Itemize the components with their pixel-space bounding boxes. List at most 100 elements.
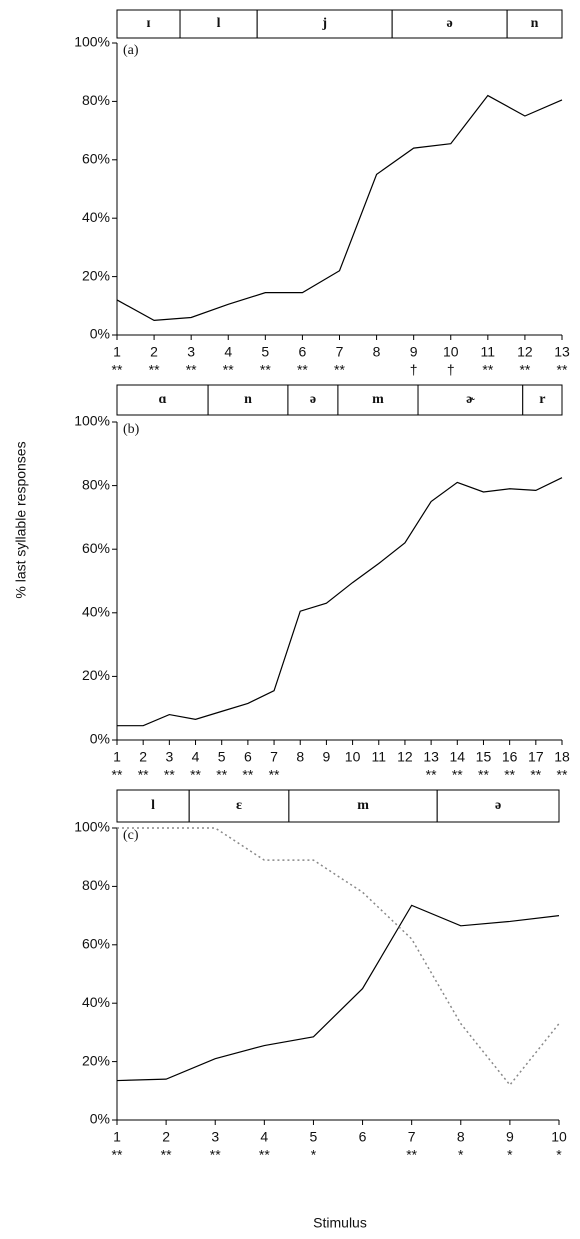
y-tick-label: 100% <box>74 413 110 429</box>
x-tick-label: 3 <box>187 344 195 360</box>
x-tick-label: 3 <box>211 1129 219 1145</box>
segment-box <box>522 384 563 416</box>
segment-box <box>116 384 209 416</box>
x-tick-label: 5 <box>310 1129 318 1145</box>
y-tick-label: 60% <box>82 936 110 952</box>
x-tick-label: 2 <box>150 344 158 360</box>
x-tick-label: 6 <box>299 344 307 360</box>
x-tick-label: 10 <box>345 749 361 765</box>
segment-label: r <box>539 392 545 407</box>
y-tick-label: 0% <box>90 731 110 747</box>
x-tick-label: 13 <box>554 344 570 360</box>
significance-mark: ** <box>260 362 271 378</box>
y-tick-label: 20% <box>82 267 110 283</box>
y-axis-label: % last syllable responses <box>13 441 29 598</box>
significance-mark: ** <box>297 362 308 378</box>
x-tick-label: 2 <box>162 1129 170 1145</box>
y-tick-label: 0% <box>90 1111 110 1127</box>
x-tick-label: 17 <box>528 749 544 765</box>
segment-box <box>417 384 524 416</box>
significance-mark: ** <box>186 362 197 378</box>
significance-mark: † <box>410 362 418 378</box>
x-axis-label: Stimulus <box>313 1215 367 1231</box>
significance-mark: ** <box>557 767 568 783</box>
x-tick-label: 8 <box>296 749 304 765</box>
x-tick-label: 4 <box>192 749 200 765</box>
y-tick-label: 40% <box>82 209 110 225</box>
y-tick-label: 80% <box>82 92 110 108</box>
segment-label: n <box>531 16 539 31</box>
y-tick-label: 60% <box>82 540 110 556</box>
x-tick-label: 8 <box>373 344 381 360</box>
x-tick-label: 10 <box>551 1129 567 1145</box>
y-tick-label: 80% <box>82 877 110 893</box>
x-tick-label: 14 <box>450 749 466 765</box>
x-tick-label: 5 <box>218 749 226 765</box>
x-tick-label: 6 <box>244 749 252 765</box>
data-line <box>117 477 563 727</box>
significance-mark: ** <box>112 1147 123 1163</box>
segment-box <box>436 789 560 823</box>
significance-mark: ** <box>482 362 493 378</box>
significance-mark: ** <box>504 767 515 783</box>
x-tick-label: 7 <box>336 344 344 360</box>
x-tick-label: 11 <box>481 344 496 360</box>
segment-label: ə <box>310 392 316 407</box>
y-tick-label: 20% <box>82 1052 110 1068</box>
significance-mark: ** <box>164 767 175 783</box>
significance-mark: ** <box>149 362 160 378</box>
significance-mark: ** <box>406 1147 417 1163</box>
y-tick-label: 0% <box>90 326 110 342</box>
segment-box <box>116 9 181 39</box>
segment-label: l <box>151 798 155 813</box>
significance-mark: ** <box>190 767 201 783</box>
segment-box <box>256 9 393 39</box>
x-tick-label: 1 <box>113 344 121 360</box>
x-tick-label: 4 <box>224 344 232 360</box>
x-tick-label: 15 <box>476 749 492 765</box>
segment-label: j <box>321 16 327 31</box>
y-tick-label: 60% <box>82 151 110 167</box>
x-tick-label: 9 <box>506 1129 514 1145</box>
x-tick-label: 9 <box>410 344 418 360</box>
segment-label: ə <box>447 16 453 31</box>
x-tick-label: 12 <box>397 749 413 765</box>
significance-mark: ** <box>210 1147 221 1163</box>
significance-mark: * <box>556 1147 562 1163</box>
y-tick-label: 80% <box>82 476 110 492</box>
significance-mark: * <box>458 1147 464 1163</box>
x-tick-label: 11 <box>371 749 386 765</box>
data-line <box>116 94 563 322</box>
panel-label: (c) <box>123 828 139 843</box>
x-tick-label: 3 <box>165 749 173 765</box>
y-tick-label: 100% <box>74 34 110 50</box>
x-tick-label: 7 <box>270 749 278 765</box>
x-tick-label: 7 <box>408 1129 416 1145</box>
x-tick-label: 1 <box>113 749 121 765</box>
segment-label: ɛ <box>236 798 242 813</box>
significance-mark: ** <box>112 767 123 783</box>
x-tick-label: 16 <box>502 749 518 765</box>
x-tick-label: 18 <box>554 749 570 765</box>
segment-box <box>188 789 290 823</box>
x-tick-label: 12 <box>517 344 533 360</box>
x-tick-label: 13 <box>423 749 439 765</box>
segment-label: ɪ <box>147 16 151 31</box>
significance-mark: * <box>507 1147 513 1163</box>
y-tick-label: 100% <box>74 819 110 835</box>
significance-mark: ** <box>216 767 227 783</box>
x-tick-label: 10 <box>443 344 459 360</box>
segment-label: m <box>372 392 384 407</box>
x-tick-label: 4 <box>260 1129 268 1145</box>
x-tick-label: 5 <box>261 344 269 360</box>
segment-box <box>337 384 419 416</box>
significance-mark: ** <box>242 767 253 783</box>
significance-mark: ** <box>557 362 568 378</box>
segment-label: m <box>357 798 369 813</box>
segment-box <box>287 384 339 416</box>
segment-label: ɑ <box>159 392 167 407</box>
segment-label: n <box>244 392 252 407</box>
significance-mark: ** <box>223 362 234 378</box>
x-tick-label: 6 <box>359 1129 367 1145</box>
